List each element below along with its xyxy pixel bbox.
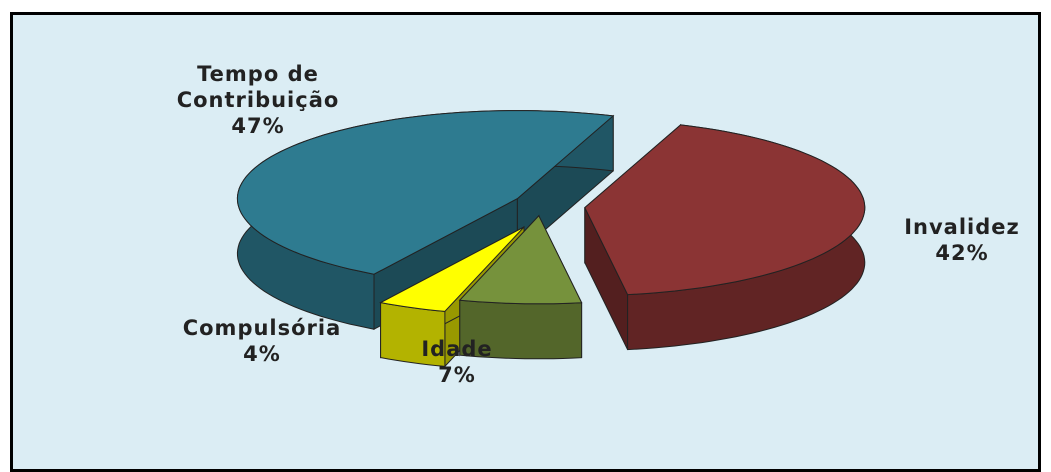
slice-name: Tempo de Contribuição	[176, 62, 340, 112]
slice-value: 4%	[243, 342, 281, 366]
slice-label: Idade 7%	[421, 336, 492, 388]
slice-value: 7%	[438, 363, 476, 387]
slice-name: Invalidez	[904, 215, 1020, 239]
slice-name: Idade	[421, 337, 493, 361]
slice-top	[584, 124, 866, 296]
slice-top	[236, 110, 615, 275]
slice-top	[458, 214, 583, 305]
slice	[584, 123, 866, 351]
slice-label: Tempo de Contribuição 47%	[163, 61, 353, 139]
slice-label: Compulsória 4%	[183, 315, 342, 367]
slice-name: Compulsória	[182, 316, 342, 340]
slice-label: Invalidez 42%	[904, 214, 1020, 266]
slice-top	[379, 226, 525, 312]
slice	[458, 214, 583, 360]
chart	[236, 110, 866, 368]
slice-value: 47%	[231, 114, 285, 138]
slice-value: 42%	[935, 241, 989, 265]
